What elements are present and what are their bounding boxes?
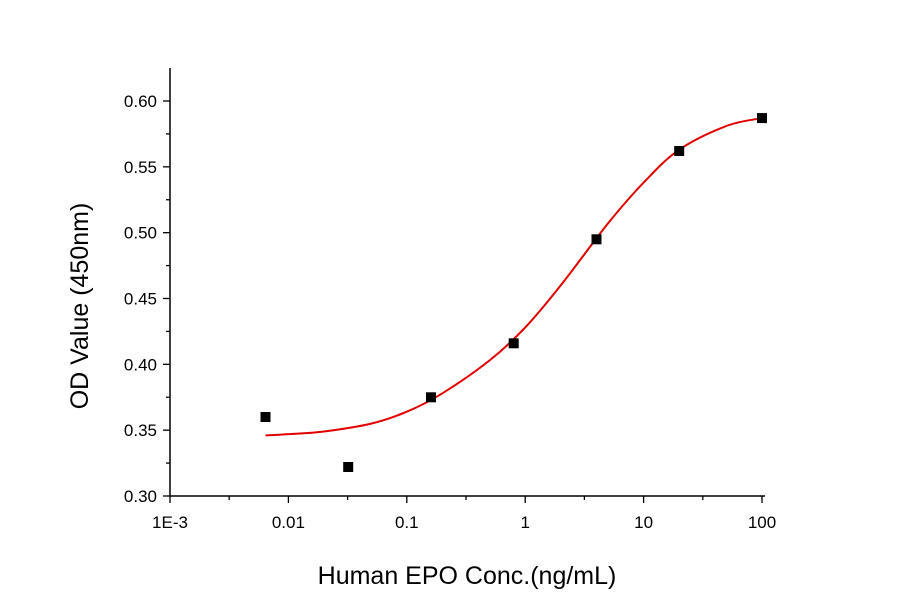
data-point	[591, 234, 602, 245]
y-tick-label: 0.50	[124, 224, 157, 243]
y-tick-label: 0.30	[124, 487, 157, 506]
y-tick-label: 0.40	[124, 355, 157, 374]
fit-curve-layer	[265, 117, 763, 437]
y-axis-title: OD Value (450nm)	[66, 203, 94, 410]
x-tick-label: 0.01	[272, 513, 305, 532]
y-tick-label: 0.55	[124, 158, 157, 177]
tick-labels: 1E-3 0.01 0.1 1 10 100 0.30 0.35 0.40 0.45 0.50 0.5…	[124, 92, 776, 532]
data-point	[260, 412, 271, 422]
ticks	[163, 100, 763, 503]
fit-curve	[265, 117, 763, 437]
data-point	[508, 338, 519, 349]
y-tick-label: 0.45	[124, 290, 157, 309]
data-point	[674, 146, 685, 156]
y-tick-label: 0.60	[124, 92, 157, 111]
x-tick-label: 10	[634, 513, 653, 532]
data-point	[757, 113, 767, 124]
x-tick-label: 1	[520, 513, 529, 532]
y-tick-label: 0.35	[124, 421, 157, 440]
x-tick-label: 0.1	[395, 513, 419, 532]
data-point	[426, 392, 436, 403]
data-points-layer	[260, 113, 767, 472]
axes	[169, 68, 765, 497]
x-tick-label: 1E-3	[152, 513, 188, 532]
data-point	[343, 462, 354, 472]
x-axis-title: Human EPO Conc.(ng/mL)	[318, 562, 617, 590]
x-tick-label: 100	[748, 513, 776, 532]
